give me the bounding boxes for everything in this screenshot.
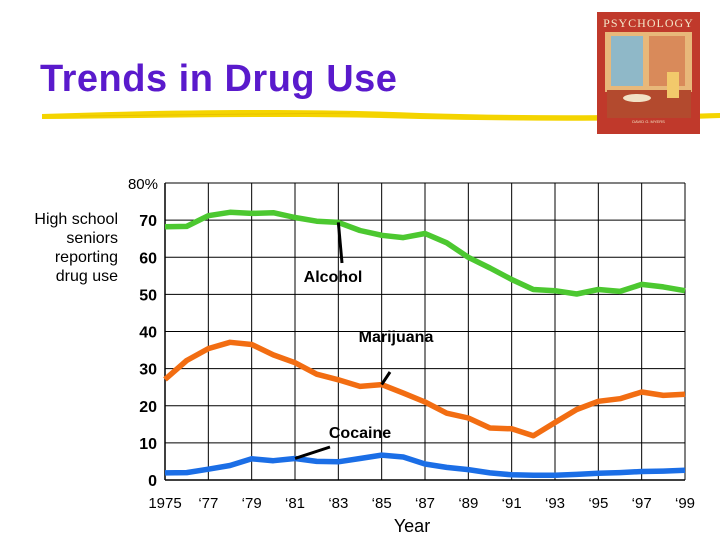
slide-title: Trends in Drug Use — [40, 58, 398, 100]
series-label-alcohol: Alcohol — [304, 269, 363, 286]
y-axis-title: High school seniors reporting drug use — [22, 210, 118, 286]
y-axis-title-line: reporting — [54, 249, 118, 266]
x-tick-label: ‘79 — [242, 495, 262, 512]
x-tick-label: 1975 — [148, 495, 181, 512]
x-tick-label: ‘87 — [415, 495, 435, 512]
grid-layer — [164, 182, 686, 481]
y-tick-label: 60 — [139, 250, 157, 267]
x-tick-label: ‘85 — [372, 495, 392, 512]
callout-leader-line — [294, 445, 331, 460]
callout-leader-line — [336, 222, 344, 264]
y-tick-label: 50 — [139, 287, 157, 304]
series-layer — [163, 209, 686, 478]
callout-leader-line — [380, 371, 392, 386]
x-tick-label: ‘91 — [502, 495, 522, 512]
book-cover-author: DAVID G. MYERS — [632, 119, 665, 124]
y-tick-label: 40 — [139, 325, 157, 342]
y-tick-label: 30 — [139, 362, 157, 379]
callout-layer: Alcohol Marijuana Cocaine — [294, 222, 434, 460]
y-axis-title-line: seniors — [66, 230, 118, 247]
y-tick-label: 70 — [139, 213, 157, 230]
x-tick-label: ‘97 — [632, 495, 652, 512]
y-axis-title-line: drug use — [55, 268, 118, 285]
series-label-marijuana: Marijuana — [359, 329, 434, 346]
series-line-marijuana — [163, 339, 686, 439]
x-tick-label: ‘89 — [458, 495, 478, 512]
book-cover-image: PSYCHOLOGY DAVID G. MYERS — [597, 12, 700, 134]
book-cover-title: PSYCHOLOGY — [603, 16, 694, 30]
x-tick-label: ‘99 — [675, 495, 695, 512]
series-line-cocaine — [164, 452, 686, 478]
series-line-alcohol — [164, 209, 686, 297]
y-axis-title-line: High school — [34, 211, 118, 228]
x-axis-title: Year — [393, 516, 431, 536]
x-tick-label: ‘93 — [545, 495, 565, 512]
book-cover-illustration — [597, 12, 700, 134]
x-tick-label: ‘83 — [328, 495, 348, 512]
y-tick-label: 80% — [128, 176, 158, 193]
tick-layer: 0 10 20 30 40 50 60 70 80% 1975 ‘77 ‘79 ‘81 ‘83 ‘85 ‘87… — [128, 176, 695, 512]
x-tick-label: ‘77 — [198, 495, 218, 512]
x-tick-label: ‘95 — [588, 495, 608, 512]
y-tick-label: 0 — [148, 473, 157, 490]
series-label-cocaine: Cocaine — [329, 425, 391, 442]
x-tick-label: ‘81 — [285, 495, 305, 512]
y-tick-label: 20 — [139, 399, 157, 416]
y-tick-label: 10 — [139, 436, 157, 453]
